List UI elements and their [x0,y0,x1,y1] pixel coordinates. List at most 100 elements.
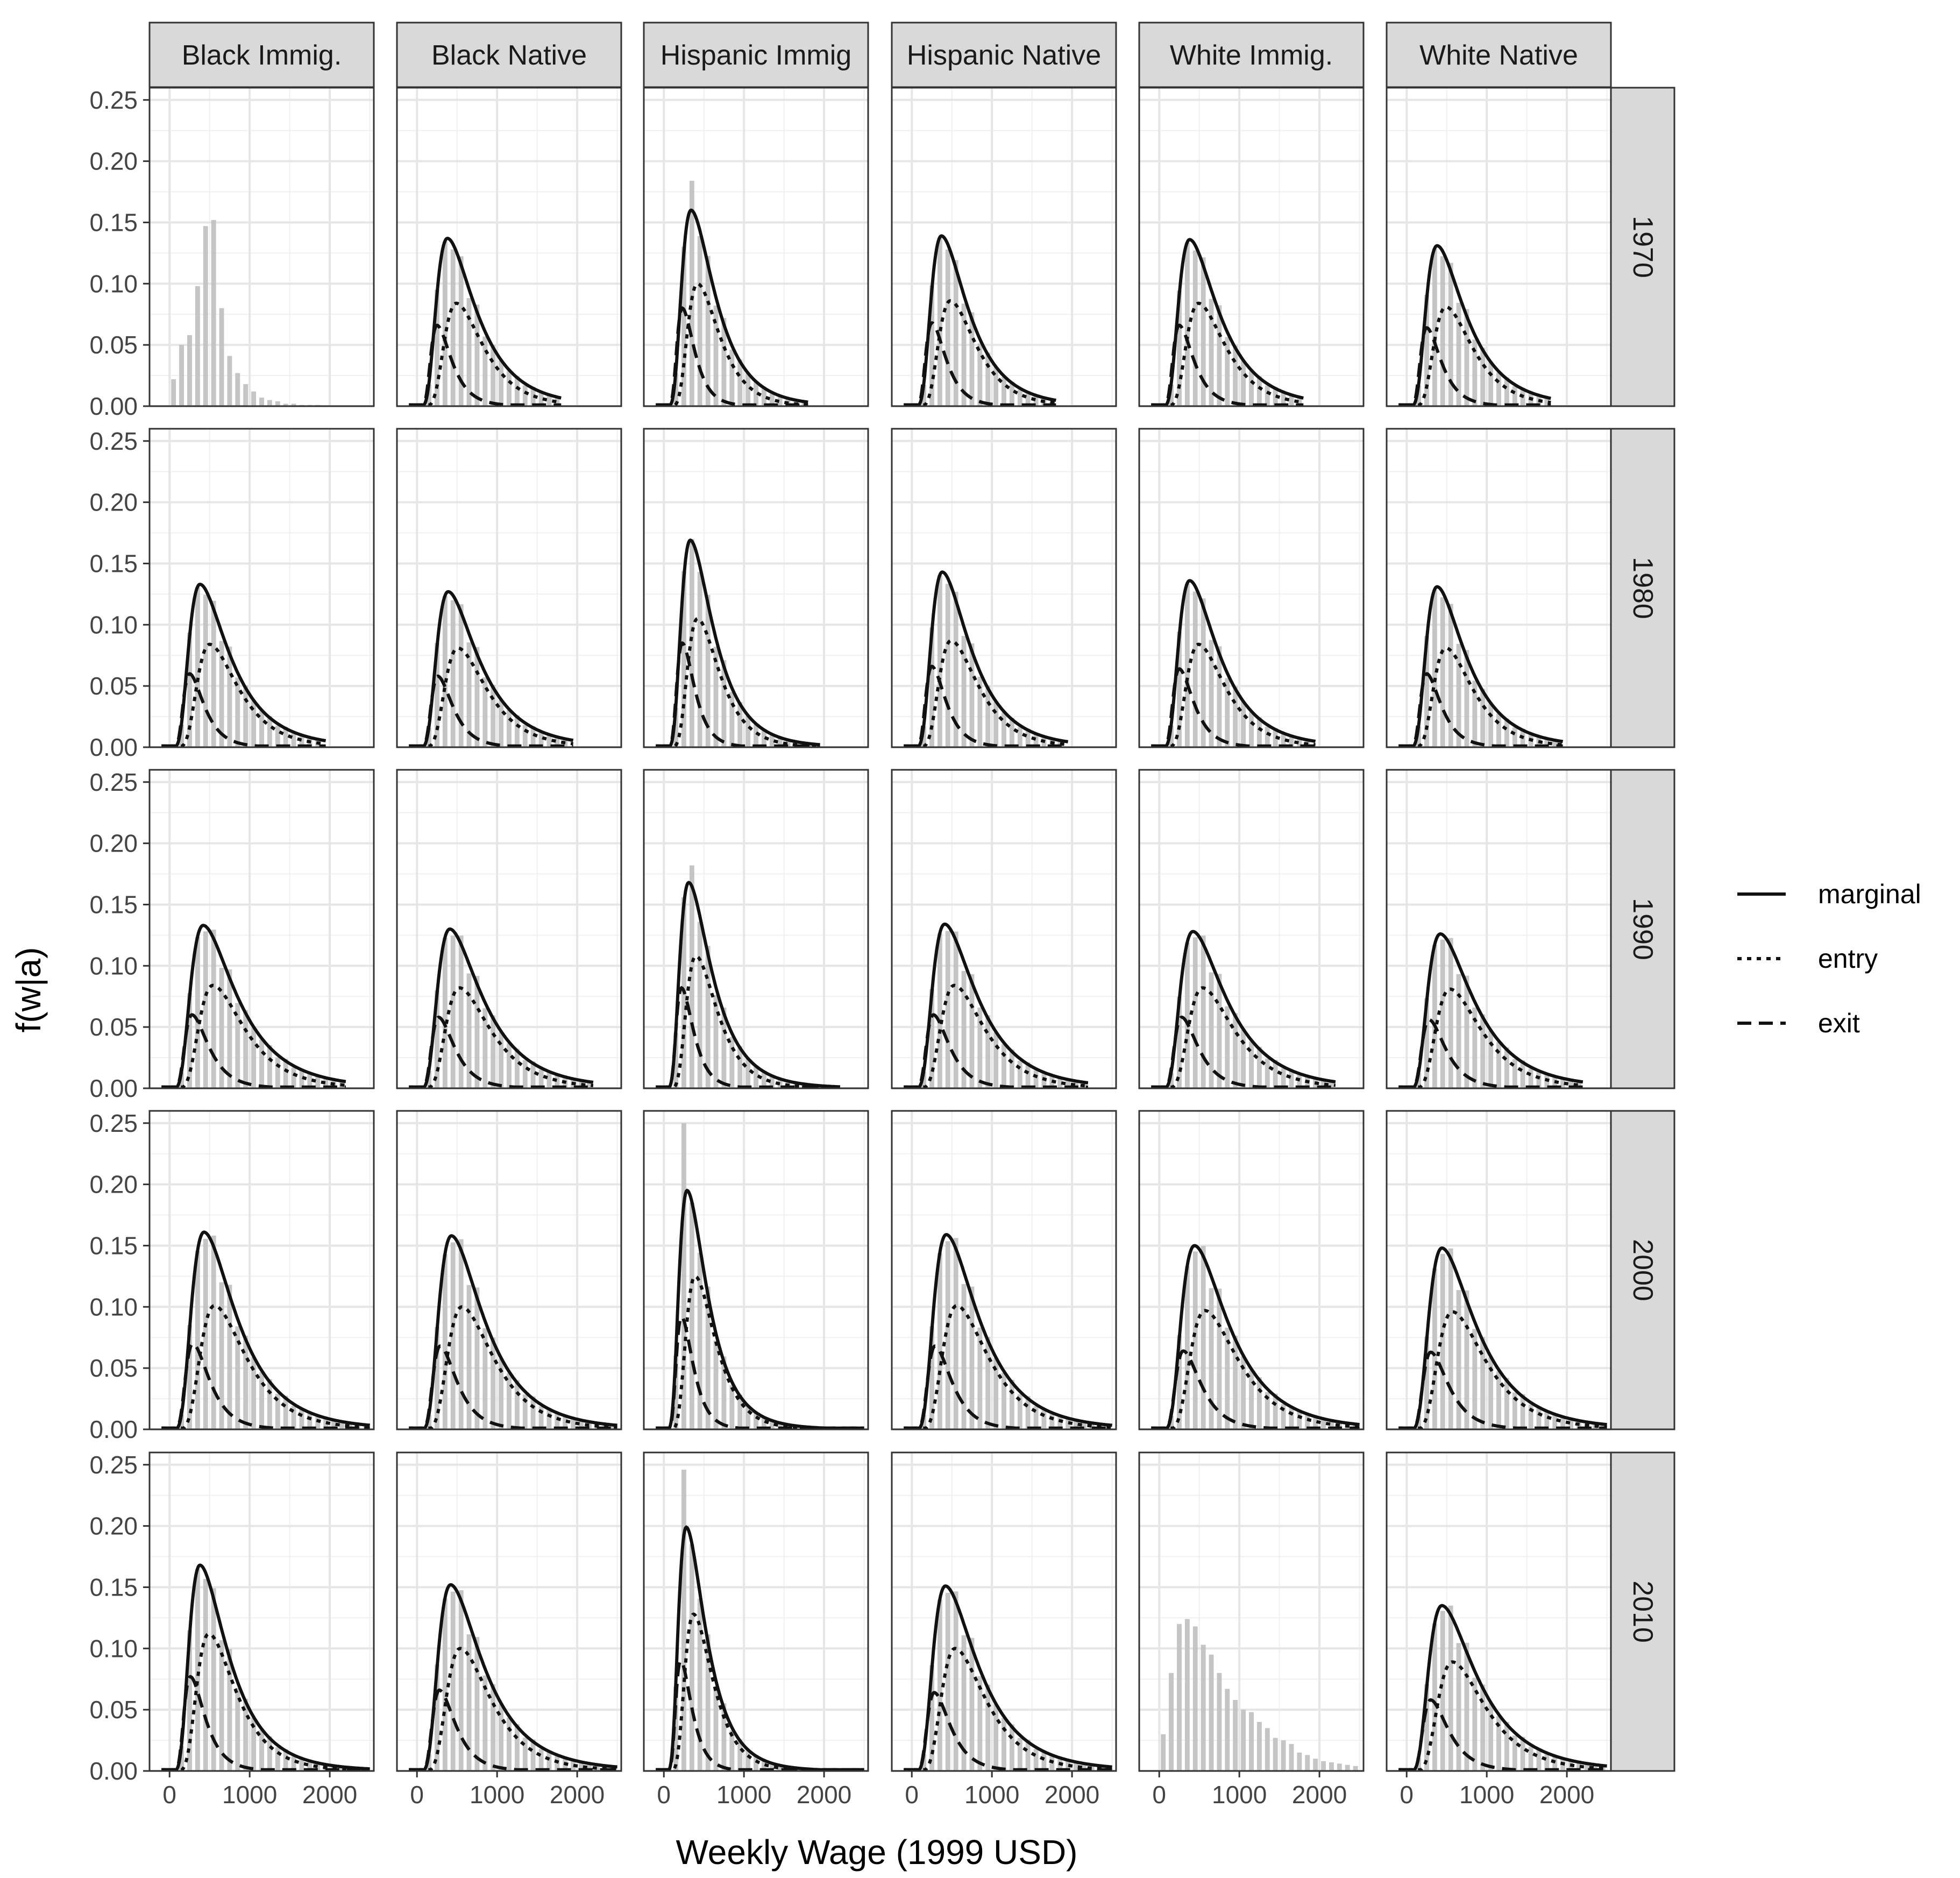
histogram-bar [331,1420,336,1429]
histogram-bar [953,1238,958,1429]
histogram-bar [1192,1251,1198,1429]
histogram-bar [681,1469,686,1771]
y-tick-label: 0.20 [89,1171,138,1199]
histogram-bar [435,1327,439,1429]
histogram-bar [697,236,702,406]
histogram-bar [315,1763,321,1771]
histogram-bar [1297,397,1302,406]
histogram-bar [450,936,456,1088]
x-tick-label: 2000 [1292,1781,1347,1809]
histogram-bar [1472,1677,1478,1771]
histogram-bar [761,1071,766,1088]
panel-background [150,88,374,406]
histogram-bar [1584,1764,1589,1771]
histogram-bar [522,1060,528,1088]
histogram-bar [1416,1073,1422,1088]
panel-hispanic-native1990 [891,769,1117,1089]
histogram-bar [745,715,751,747]
histogram-bar [1416,726,1422,747]
panel-white-immig-2010 [1138,1451,1365,1772]
histogram-bar [179,1072,184,1088]
exit-density-line [1151,1349,1360,1430]
histogram-bar [427,1754,432,1771]
panel-hispanic-native2010 [891,1451,1117,1772]
histogram-bar [1464,1642,1469,1771]
histogram-bar [777,1764,783,1771]
histogram-bar [427,1071,432,1088]
histogram-bar [993,1704,999,1771]
histogram-bar [579,1762,584,1771]
exit-density-line [161,672,326,748]
histogram-bar [347,1423,352,1429]
histogram-bar [514,715,520,747]
y-tick-label: 0.05 [89,331,138,359]
histogram-bar [745,373,751,406]
histogram-bar [243,1010,248,1088]
histogram-bar [1249,1370,1254,1429]
histogram-bar [769,1421,775,1429]
entry-density-line [409,1647,617,1771]
histogram-bar [538,393,544,406]
histogram-bar [259,1372,264,1429]
histogram-bar [514,376,520,406]
histogram-bar [187,1325,192,1429]
histogram-bar [243,384,248,406]
histogram-bar [1297,738,1302,747]
histogram-bar [1241,1710,1246,1771]
histogram-bar [977,676,983,747]
entry-density-line [1151,642,1316,748]
histogram-bar [1184,583,1190,747]
x-tick-label: 0 [1152,1781,1166,1809]
histogram-bar [1184,1619,1190,1771]
histogram-bar [1488,362,1494,406]
strip-background [1610,428,1675,748]
histogram-bar [681,246,686,406]
histogram-bar [761,1416,766,1429]
exit-density-line [409,674,573,748]
histogram-bar [1192,591,1198,747]
histogram-bar [1241,360,1246,406]
histogram-bar [929,285,934,406]
histogram-bar [689,538,694,747]
histogram-bar [1329,1420,1334,1429]
histogram-bar [507,1717,512,1771]
strip-background [1138,22,1365,88]
entry-density-line [161,983,346,1089]
histogram-bar [713,1687,719,1771]
panel-background [150,429,374,747]
histogram-bar [1265,385,1270,406]
histogram-bar [203,1578,208,1771]
histogram-bar [1256,1721,1262,1771]
histogram-bar [1512,386,1517,406]
histogram-bar [466,298,472,406]
panel-white-native1980 [1386,428,1612,748]
x-tick-label: 1000 [1459,1781,1514,1809]
column-strip: Black Native [396,22,622,88]
x-axis-title: Weekly Wage (1999 USD) [676,1833,1078,1872]
histogram-bar [1504,1721,1509,1771]
histogram-bar [673,1356,679,1429]
row-strip-label: 1990 [1627,898,1658,960]
column-strip: Black Immig. [148,22,375,88]
histogram-bar [211,1588,216,1771]
histogram-bar [921,385,927,406]
histogram-bar [961,970,967,1088]
histogram-bar [689,1544,694,1771]
histogram-bar [1041,1408,1047,1429]
histogram-bar [1480,348,1486,406]
histogram-bar [1520,1060,1525,1088]
marginal-density-line [904,1232,1112,1430]
histogram-bar [1440,1611,1445,1771]
histogram-bar [737,1739,743,1771]
histogram-bar [1488,1703,1494,1771]
histogram-bar [283,1395,288,1429]
histogram-bar [1081,1763,1086,1771]
histogram-bar [961,1284,967,1429]
entry-density-line [1398,987,1583,1089]
histogram-bar [1169,384,1174,406]
panel-white-native1990 [1386,769,1612,1089]
histogram-bar [538,1069,544,1088]
panel-background [1387,429,1611,747]
histogram-bar [1074,1762,1078,1771]
column-strip-label: White Native [1419,40,1578,71]
